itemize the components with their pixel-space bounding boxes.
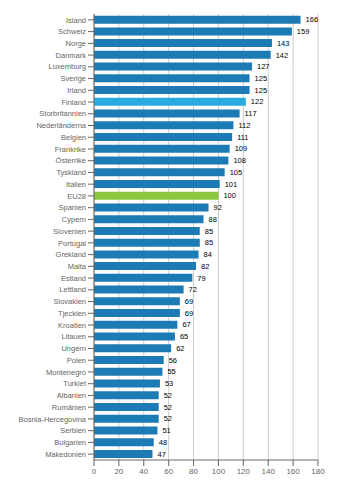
svg-text:56: 56 — [169, 356, 177, 365]
svg-text:69: 69 — [185, 309, 193, 318]
svg-text:100: 100 — [223, 191, 236, 200]
svg-text:Bulgarien: Bulgarien — [54, 438, 86, 447]
svg-text:Norge: Norge — [66, 39, 86, 48]
svg-text:20: 20 — [114, 467, 123, 476]
svg-text:Nederländerna: Nederländerna — [36, 121, 86, 130]
svg-text:Finland: Finland — [61, 98, 86, 107]
svg-text:Ungern: Ungern — [61, 344, 86, 353]
svg-text:Sverige: Sverige — [61, 74, 86, 83]
svg-text:142: 142 — [276, 51, 289, 60]
svg-text:92: 92 — [213, 203, 221, 212]
svg-text:Irland: Irland — [67, 86, 86, 95]
svg-text:Italien: Italien — [66, 180, 86, 189]
svg-text:120: 120 — [237, 467, 251, 476]
svg-text:Schweiz: Schweiz — [58, 27, 86, 36]
svg-text:Storbritannien: Storbritannien — [39, 109, 86, 118]
svg-text:60: 60 — [164, 467, 173, 476]
svg-text:Turkiet: Turkiet — [63, 379, 87, 388]
svg-text:Albanien: Albanien — [57, 391, 86, 400]
svg-text:Grekland: Grekland — [56, 250, 86, 259]
svg-text:72: 72 — [189, 285, 197, 294]
svg-text:Slovakien: Slovakien — [53, 297, 86, 306]
svg-text:101: 101 — [225, 180, 238, 189]
svg-text:Cypern: Cypern — [62, 215, 86, 224]
svg-text:67: 67 — [182, 320, 190, 329]
svg-text:52: 52 — [164, 403, 172, 412]
svg-text:143: 143 — [277, 39, 290, 48]
svg-text:EU28: EU28 — [67, 192, 86, 201]
svg-text:111: 111 — [237, 133, 248, 142]
svg-text:Danmark: Danmark — [56, 51, 87, 60]
svg-text:Litauen: Litauen — [61, 332, 86, 341]
svg-text:55: 55 — [167, 367, 175, 376]
svg-text:Kroatien: Kroatien — [58, 321, 86, 330]
svg-text:160: 160 — [286, 467, 300, 476]
svg-text:84: 84 — [204, 250, 212, 259]
svg-text:52: 52 — [164, 391, 172, 400]
svg-text:Polen: Polen — [67, 356, 86, 365]
svg-text:159: 159 — [297, 27, 310, 36]
svg-text:Lettland: Lettland — [59, 285, 86, 294]
svg-text:Rumänien: Rumänien — [52, 403, 86, 412]
svg-text:125: 125 — [255, 74, 268, 83]
svg-text:85: 85 — [205, 227, 213, 236]
svg-text:79: 79 — [197, 274, 205, 283]
svg-text:Montenegro: Montenegro — [46, 368, 86, 377]
svg-text:51: 51 — [162, 426, 170, 435]
svg-text:Serbien: Serbien — [60, 426, 86, 435]
svg-text:125: 125 — [255, 86, 268, 95]
svg-text:180: 180 — [311, 467, 325, 476]
svg-text:Spanien: Spanien — [58, 203, 86, 212]
svg-text:Tyskland: Tyskland — [56, 168, 86, 177]
svg-text:85: 85 — [205, 238, 213, 247]
svg-text:82: 82 — [201, 262, 209, 271]
svg-text:53: 53 — [165, 379, 173, 388]
svg-text:47: 47 — [157, 450, 165, 459]
svg-text:Österrike: Österrike — [56, 156, 86, 165]
svg-text:109: 109 — [235, 144, 248, 153]
svg-text:Tjeckien: Tjeckien — [58, 309, 86, 318]
svg-text:Estland: Estland — [61, 274, 86, 283]
svg-text:Malta: Malta — [68, 262, 87, 271]
svg-text:69: 69 — [185, 297, 193, 306]
svg-text:48: 48 — [159, 438, 167, 447]
svg-text:122: 122 — [251, 97, 264, 106]
svg-text:112: 112 — [238, 121, 250, 130]
svg-text:Island: Island — [66, 16, 86, 25]
svg-text:Slovenien: Slovenien — [53, 227, 86, 236]
svg-text:Luxemburg: Luxemburg — [48, 62, 86, 71]
svg-text:117: 117 — [245, 109, 257, 118]
svg-text:Bosnia-Hercegovina: Bosnia-Hercegovina — [18, 415, 86, 424]
svg-text:Belgien: Belgien — [61, 133, 86, 142]
svg-text:Frankrike: Frankrike — [55, 145, 86, 154]
svg-text:108: 108 — [233, 156, 246, 165]
svg-text:166: 166 — [306, 15, 319, 24]
svg-text:140: 140 — [262, 467, 276, 476]
svg-text:127: 127 — [257, 62, 270, 71]
svg-text:62: 62 — [176, 344, 184, 353]
svg-text:Makedonien: Makedonien — [45, 450, 86, 459]
svg-text:0: 0 — [92, 467, 97, 476]
svg-text:88: 88 — [209, 215, 217, 224]
svg-text:Portugal: Portugal — [58, 239, 86, 248]
svg-text:100: 100 — [212, 467, 226, 476]
svg-text:105: 105 — [230, 168, 243, 177]
svg-text:80: 80 — [189, 467, 198, 476]
svg-text:65: 65 — [180, 332, 188, 341]
svg-text:40: 40 — [139, 467, 148, 476]
svg-text:52: 52 — [164, 414, 172, 423]
